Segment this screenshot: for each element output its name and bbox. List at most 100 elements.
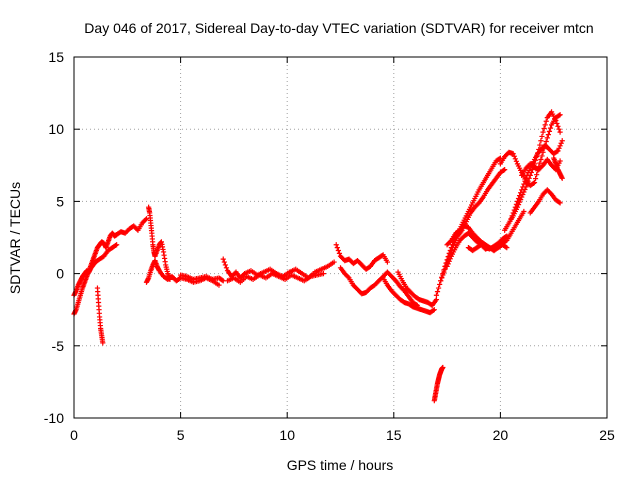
data-point	[521, 181, 527, 187]
data-point	[502, 167, 508, 173]
y-axis-label: SDTVAR / TECUs	[7, 182, 23, 294]
data-point	[520, 184, 526, 190]
data-point	[555, 148, 561, 154]
data-point	[557, 158, 563, 164]
data-point	[220, 256, 226, 262]
data-point	[521, 208, 527, 215]
data-point	[557, 129, 563, 135]
data-point	[511, 153, 517, 159]
data-point	[547, 125, 554, 131]
x-tick-label: 15	[386, 427, 402, 443]
data-point	[534, 172, 540, 178]
data-point	[440, 364, 446, 371]
data-point	[510, 151, 516, 157]
data-point	[544, 135, 550, 141]
data-point	[537, 142, 543, 148]
data-point	[439, 275, 445, 281]
data-point	[557, 200, 563, 206]
data-point	[336, 250, 343, 256]
data-point	[219, 277, 225, 283]
y-tick-label: 0	[56, 266, 64, 282]
data-point	[440, 272, 446, 278]
data-point	[334, 245, 340, 251]
data-point	[530, 180, 537, 186]
x-tick-label: 10	[279, 427, 295, 443]
data-point	[557, 112, 563, 118]
data-point	[331, 259, 337, 265]
x-tick-label: 0	[70, 427, 78, 443]
grid-lines	[74, 57, 607, 418]
data-point	[531, 180, 538, 186]
data-point	[500, 167, 507, 173]
data-point	[503, 244, 509, 250]
data-point	[143, 216, 150, 222]
data-point	[435, 285, 442, 291]
y-tick-label: -5	[52, 338, 65, 354]
data-point	[504, 245, 510, 251]
y-tick-label: 15	[48, 49, 64, 65]
data-point	[514, 198, 521, 204]
data-point	[509, 213, 515, 219]
data-point	[554, 120, 560, 127]
data-point	[222, 262, 228, 268]
data-point	[442, 266, 448, 272]
data-point	[447, 256, 453, 262]
x-axis-label: GPS time / hours	[287, 457, 394, 473]
data-point	[434, 289, 441, 295]
data-point	[555, 123, 561, 129]
x-tick-label: 5	[177, 427, 185, 443]
data-point	[523, 175, 529, 181]
chart-title: Day 046 of 2017, Sidereal Day-to-day VTE…	[84, 20, 593, 36]
data-point	[537, 160, 543, 166]
data-point	[114, 242, 120, 248]
data-point	[532, 176, 539, 182]
data-point	[542, 122, 548, 128]
data-point	[216, 282, 222, 288]
data-point	[543, 118, 549, 124]
y-tick-label: -10	[44, 410, 64, 426]
data-point	[559, 138, 565, 144]
data-point	[445, 261, 451, 267]
data-point	[522, 178, 528, 184]
data-point	[100, 340, 106, 346]
data-point	[513, 201, 519, 207]
data-point	[558, 140, 564, 146]
data-point	[539, 153, 545, 159]
data-point	[444, 263, 450, 269]
data-point	[512, 204, 518, 210]
data-point	[437, 281, 443, 288]
data-point	[112, 242, 119, 249]
data-point	[431, 307, 437, 313]
data-point	[516, 193, 523, 199]
data-point	[433, 292, 440, 298]
data-point	[538, 156, 544, 163]
data-point	[559, 175, 565, 181]
data-point	[335, 247, 341, 254]
data-point	[513, 158, 519, 164]
data-point	[221, 259, 227, 265]
data-point	[515, 195, 522, 202]
data-point	[511, 207, 517, 213]
data-point	[557, 143, 563, 149]
axis-ticks: 0 5 10 15 20 25 -10 -5 0 5 10 15	[44, 49, 615, 443]
data-point	[538, 138, 544, 144]
data-point	[508, 216, 514, 222]
data-point	[524, 172, 530, 179]
data-point	[430, 307, 436, 314]
data-point	[556, 126, 562, 132]
data-point	[447, 238, 453, 245]
data-point	[519, 187, 525, 193]
data-point	[384, 259, 391, 265]
data-point	[540, 129, 546, 135]
data-point	[441, 269, 447, 275]
data-point	[320, 271, 327, 277]
data-point	[240, 272, 247, 278]
data-point	[510, 210, 516, 216]
data-point	[556, 145, 562, 151]
plot-frame	[73, 56, 608, 419]
data-point	[142, 217, 149, 223]
y-tick-label: 10	[48, 121, 64, 137]
data-point	[556, 112, 562, 119]
data-points	[71, 109, 565, 404]
